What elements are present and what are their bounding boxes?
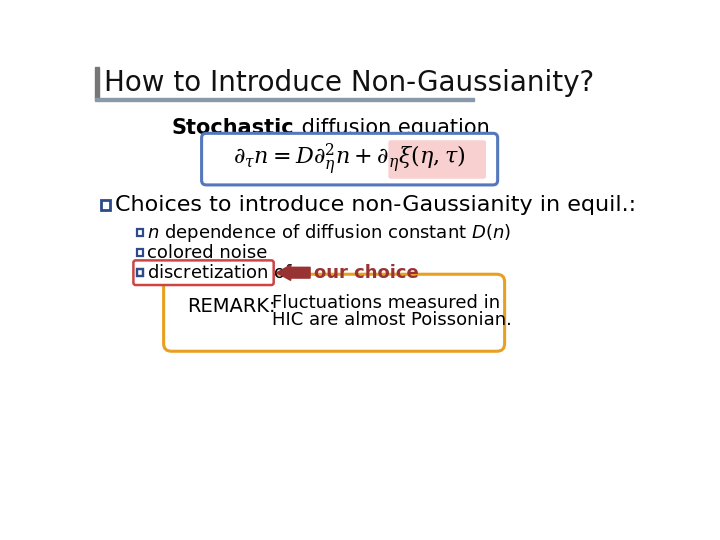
Bar [101, 200, 110, 210]
Bar [94, 67, 99, 99]
Bar [137, 269, 143, 276]
Text: colored noise: colored noise [148, 244, 268, 262]
FancyBboxPatch shape [163, 274, 505, 351]
Text: Choices to introduce non-Gaussianity in equil.:: Choices to introduce non-Gaussianity in … [114, 195, 636, 215]
Bar [94, 98, 474, 101]
FancyBboxPatch shape [388, 140, 486, 179]
Bar [137, 249, 143, 256]
FancyArrow shape [276, 265, 310, 280]
FancyBboxPatch shape [133, 260, 274, 285]
Text: discretization of $n$: discretization of $n$ [148, 264, 310, 282]
FancyBboxPatch shape [202, 133, 498, 185]
Text: $\partial_{\tau}n = D\partial^{2}_{\eta}n + \partial_{\eta}\xi(\eta, \tau)$: $\partial_{\tau}n = D\partial^{2}_{\eta}… [233, 141, 466, 177]
Text: Stochastic: Stochastic [171, 118, 294, 138]
Text: Fluctuations measured in: Fluctuations measured in [272, 294, 500, 313]
Text: How to Introduce Non-Gaussianity?: How to Introduce Non-Gaussianity? [104, 69, 594, 97]
Text: diffusion equation: diffusion equation [295, 118, 490, 138]
Text: $n$ dependence of diffusion constant $D(n)$: $n$ dependence of diffusion constant $D(… [148, 221, 511, 244]
Text: HIC are almost Poissonian.: HIC are almost Poissonian. [272, 312, 512, 329]
Text: our choice: our choice [314, 264, 419, 282]
Text: REMARK:: REMARK: [187, 297, 275, 316]
Bar [137, 269, 143, 276]
Bar [137, 229, 143, 236]
